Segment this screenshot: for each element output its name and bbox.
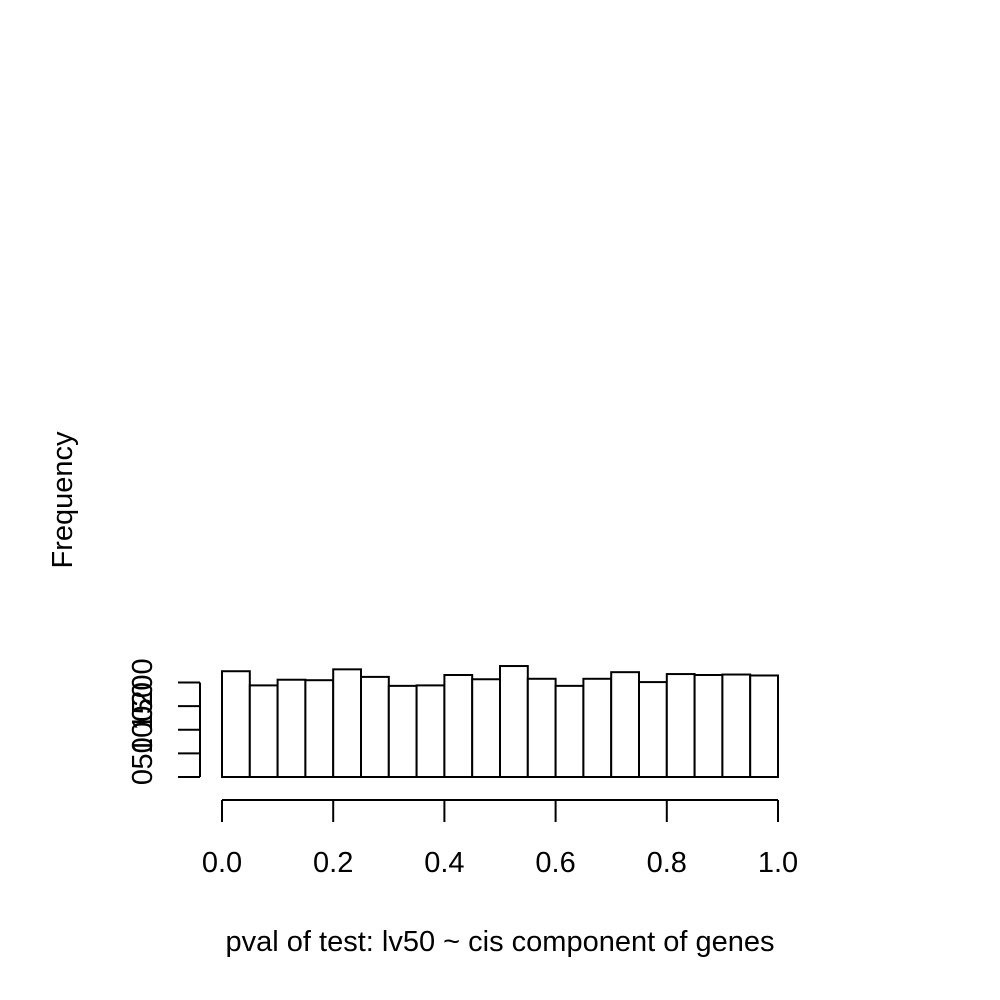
x-tick-label: 0.8 [647,847,687,879]
histogram-bar [554,684,585,779]
x-tick-label: 0.6 [535,847,575,879]
histogram-bar [415,684,446,778]
histogram-bar [749,674,780,778]
y-tick-label: 50 [127,737,159,769]
histogram-bar [582,677,613,779]
x-axis: 0.0 0.2 0.4 0.6 0.8 1.0 [202,799,798,879]
histogram-bar [693,674,724,779]
histogram-bar [443,674,474,779]
histogram-bar [332,668,363,778]
histogram-bar [276,678,307,779]
histogram-bar [665,673,696,779]
y-tick-label: 0 [127,769,159,785]
histogram-bar [721,673,752,778]
x-tick-label: 0.4 [424,847,464,879]
histogram-bar [610,671,641,778]
y-tick-label: 200 [127,658,159,706]
y-tick-label: 150 [127,682,159,730]
y-tick-label: 100 [127,706,159,754]
x-axis-title: pval of test: lv50 ~ cis component of ge… [226,926,775,958]
histogram-bar [387,684,418,779]
histogram-bar [304,679,335,778]
histogram-bar [221,670,251,778]
histogram-bar [248,684,279,778]
histogram-bar [526,677,557,779]
y-axis-title: Frequency [47,431,79,569]
histogram-bar [638,681,668,779]
histogram-bar [360,675,390,779]
histogram-bar [471,678,502,778]
x-tick-label: 0.0 [202,847,242,879]
bars-group [221,665,780,779]
x-tick-label: 0.2 [313,847,353,879]
x-tick-label: 1.0 [758,847,798,879]
histogram-bar [499,665,529,779]
